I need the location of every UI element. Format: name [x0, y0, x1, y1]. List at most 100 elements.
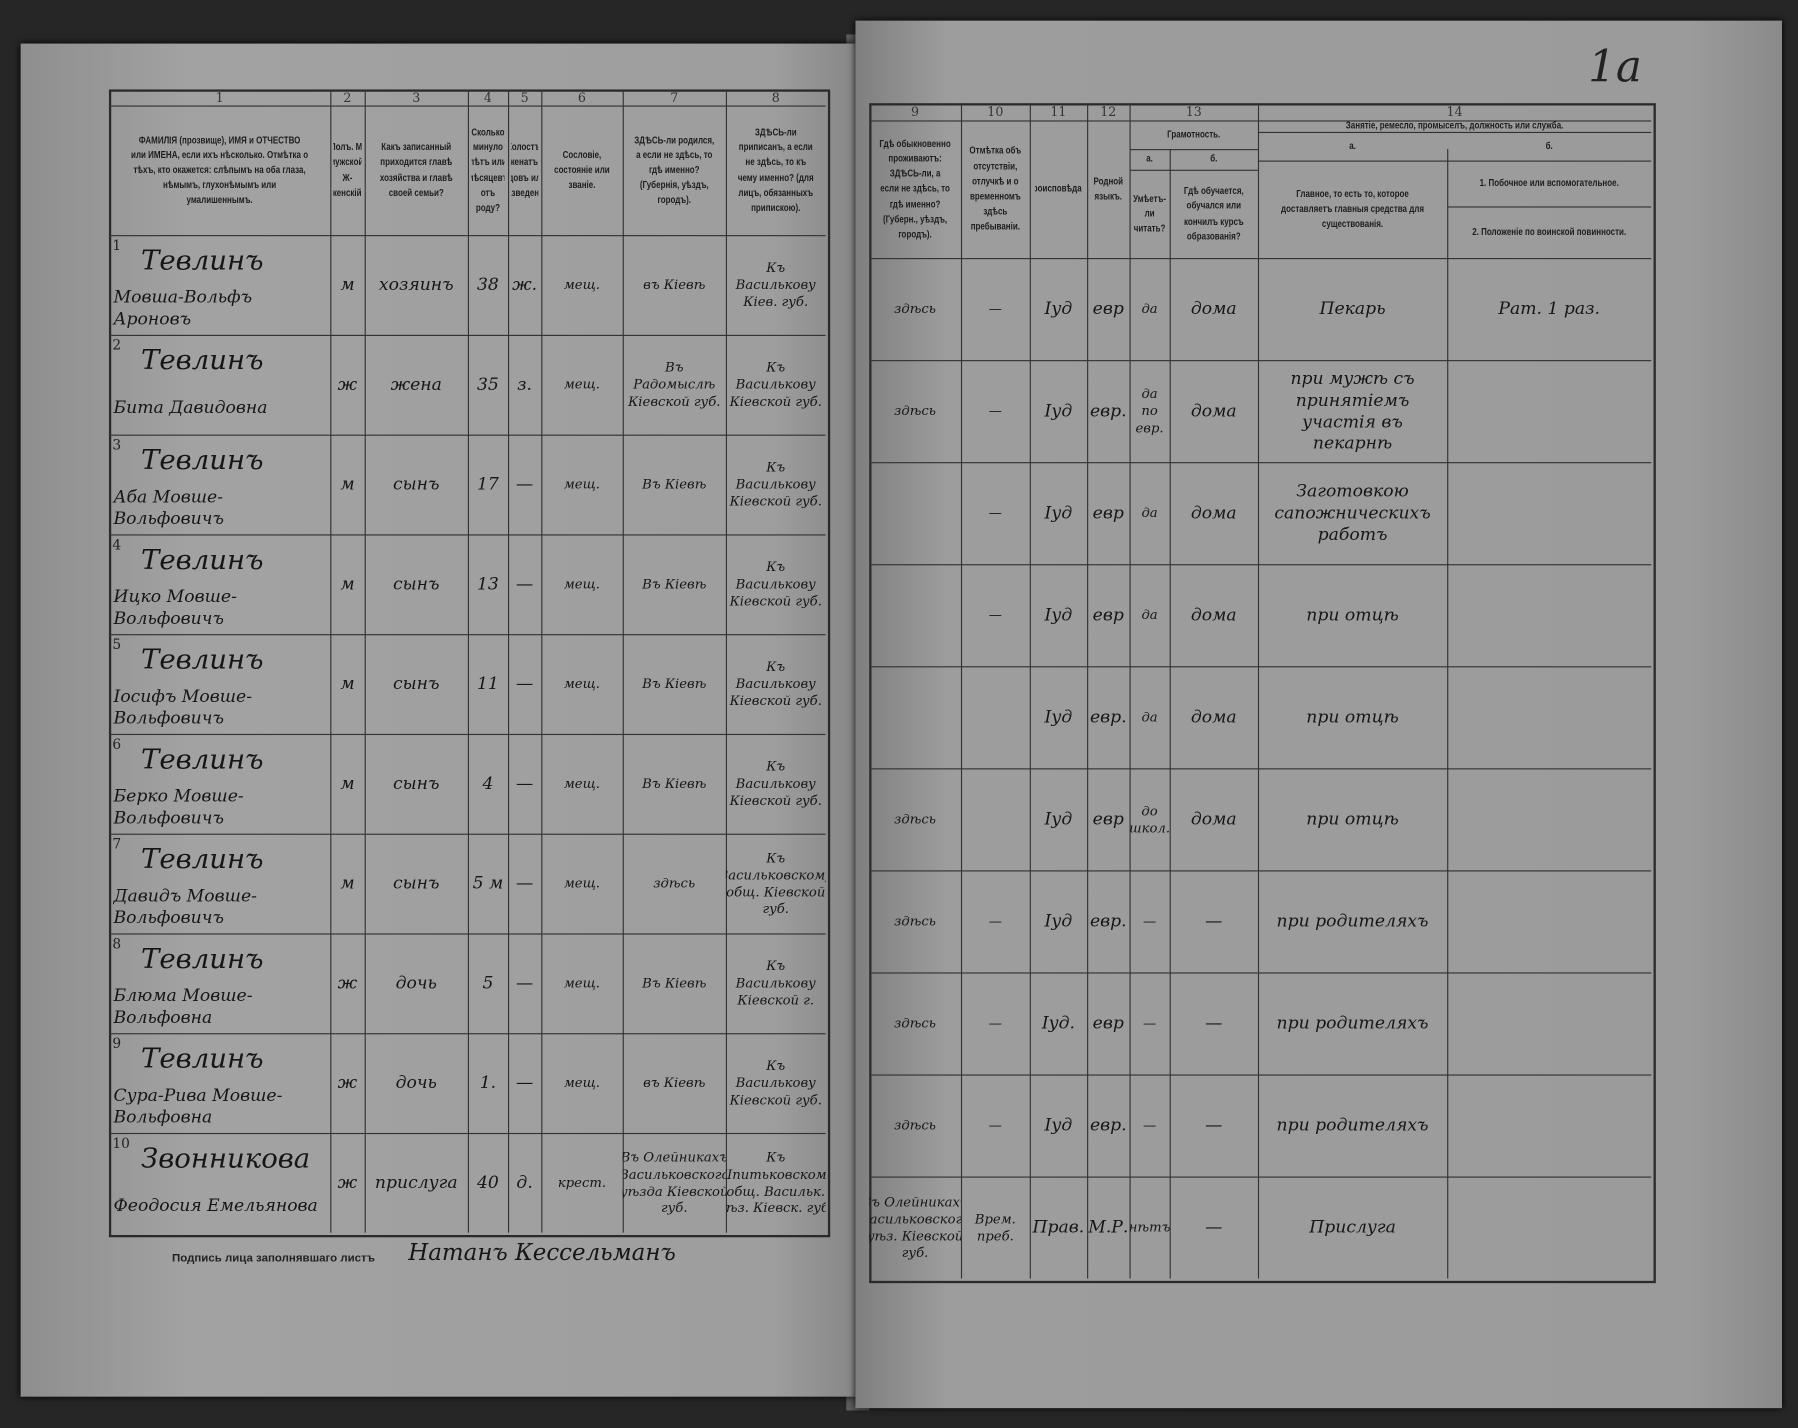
row-number: 6 [112, 736, 122, 753]
row-number: 8 [112, 935, 122, 952]
column-letter: б. [1545, 139, 1553, 152]
born: Въ Кіевѣ [642, 775, 707, 792]
registered: Къ Шпитьковскому общ. Васильк. уѣз. Кіев… [725, 1148, 826, 1217]
estate: мещ. [563, 575, 601, 592]
header-rule [1447, 206, 1652, 208]
age: 4 [482, 773, 494, 794]
column-divider [1087, 103, 1089, 1279]
relation: сынъ [393, 872, 440, 894]
row-divider [108, 1033, 826, 1035]
religion: Іуд [1044, 808, 1073, 830]
marital: — [516, 573, 534, 595]
column-header: 1. Побочное или вспомогательное. [1479, 177, 1619, 189]
sex: ж [337, 373, 358, 395]
born: Въ Кіевѣ [642, 475, 707, 492]
given-name: Аба Мовше-Вольфовичъ [113, 485, 224, 529]
column-divider [1169, 149, 1171, 1279]
language: евр [1092, 604, 1124, 626]
language: евр. [1089, 910, 1127, 932]
residence: здѣсь [894, 300, 936, 317]
row-number: 1 [112, 237, 122, 254]
footer-label: Подпись лица заполнявшаго листъ [172, 1252, 376, 1265]
row-divider [869, 666, 1652, 668]
header-rule [869, 258, 1652, 260]
religion: Іуд [1044, 298, 1073, 319]
column-header: Вѣроисповѣданіе. [1035, 182, 1082, 195]
surname: Тевлинъ [141, 443, 264, 476]
sex: м [340, 872, 355, 894]
row-number: 9 [112, 1035, 122, 1052]
row-number: 7 [112, 835, 122, 852]
estate: мещ. [563, 675, 601, 692]
secondary [1447, 870, 1651, 972]
secondary [1447, 1074, 1651, 1176]
row-number: 4 [112, 536, 122, 553]
age: 35 [476, 373, 499, 395]
marital: — [516, 972, 534, 994]
sex: м [340, 573, 355, 595]
estate: мещ. [563, 974, 601, 991]
occupation: при родителяхъ [1276, 1114, 1429, 1136]
column-number: 1 [215, 90, 224, 105]
born: Въ Кіевѣ [642, 575, 707, 592]
born: Въ Кіевѣ [642, 974, 707, 991]
literate: — [1142, 912, 1157, 929]
language: евр. [1089, 1114, 1127, 1136]
language: евр [1092, 298, 1124, 319]
row-divider [869, 564, 1652, 566]
estate: мещ. [563, 1074, 601, 1091]
column-number: 7 [670, 90, 679, 105]
column-divider [507, 89, 510, 1233]
surname: Тевлинъ [141, 1042, 264, 1075]
column-number: 6 [577, 90, 586, 105]
surname: Тевлинъ [141, 244, 264, 277]
marital: — [516, 773, 534, 794]
row-divider [108, 534, 826, 536]
secondary [1447, 768, 1651, 870]
row-divider [869, 768, 1652, 770]
given-name: Ицко Мовше-Вольфовичъ [113, 585, 237, 628]
column-header: Какъ записанный приходится главѣ хозяйст… [379, 141, 453, 199]
column-header: Занятіе, ремесло, промыселъ, должность и… [1345, 120, 1564, 132]
estate: мещ. [563, 775, 601, 792]
column-header: ФАМИЛІЯ (прозвище), ИМЯ и ОТЧЕСТВО или И… [131, 133, 309, 206]
column-number: 13 [1185, 104, 1202, 120]
schooling: дома [1190, 502, 1237, 524]
schooling: дома [1190, 706, 1237, 728]
relation: сынъ [393, 473, 440, 495]
surname: Тевлинъ [141, 543, 264, 576]
registered: Къ Василькову Кіев. губ. [735, 259, 816, 310]
header-rule [869, 120, 1652, 122]
column-header: Родной языкъ. [1093, 175, 1124, 202]
row-divider [869, 972, 1652, 974]
given-name: Давидъ Мовше-Вольфовичъ [113, 884, 257, 928]
occupation: при отцѣ [1306, 706, 1399, 728]
column-number: 3 [412, 90, 421, 105]
sex: ж [337, 972, 358, 994]
given-name: Мовша-Вольфъ Ароновъ [113, 286, 253, 329]
column-divider [330, 89, 332, 1233]
relation: хозяинъ [378, 274, 454, 295]
registered: Къ Василькову Кіевской г. [735, 957, 816, 1008]
language: евр. [1089, 706, 1127, 728]
marital: — [516, 872, 534, 894]
literate: нѣтъ [1129, 1218, 1170, 1236]
column-divider [960, 103, 963, 1279]
absence: — [988, 1014, 1002, 1031]
marital: — [516, 673, 534, 694]
column-divider [467, 89, 470, 1233]
residence [869, 462, 961, 564]
religion: Іуд [1044, 910, 1073, 932]
residence: Въ Олейникахъ Васильковского уѣз. Кіевск… [869, 1193, 961, 1261]
born: въ Кіевѣ [643, 276, 706, 293]
header-rule [108, 105, 826, 107]
secondary [1447, 360, 1651, 462]
secondary [1447, 666, 1651, 768]
column-header: Сколько минуло лѣтъ или мѣсяцевъ отъ род… [471, 126, 505, 214]
religion: Іуд [1044, 1114, 1073, 1136]
residence [869, 666, 961, 768]
column-number: 11 [1050, 104, 1067, 120]
header-rule [1257, 131, 1652, 134]
relation: жена [390, 373, 442, 395]
occupation: при родителяхъ [1276, 910, 1429, 932]
